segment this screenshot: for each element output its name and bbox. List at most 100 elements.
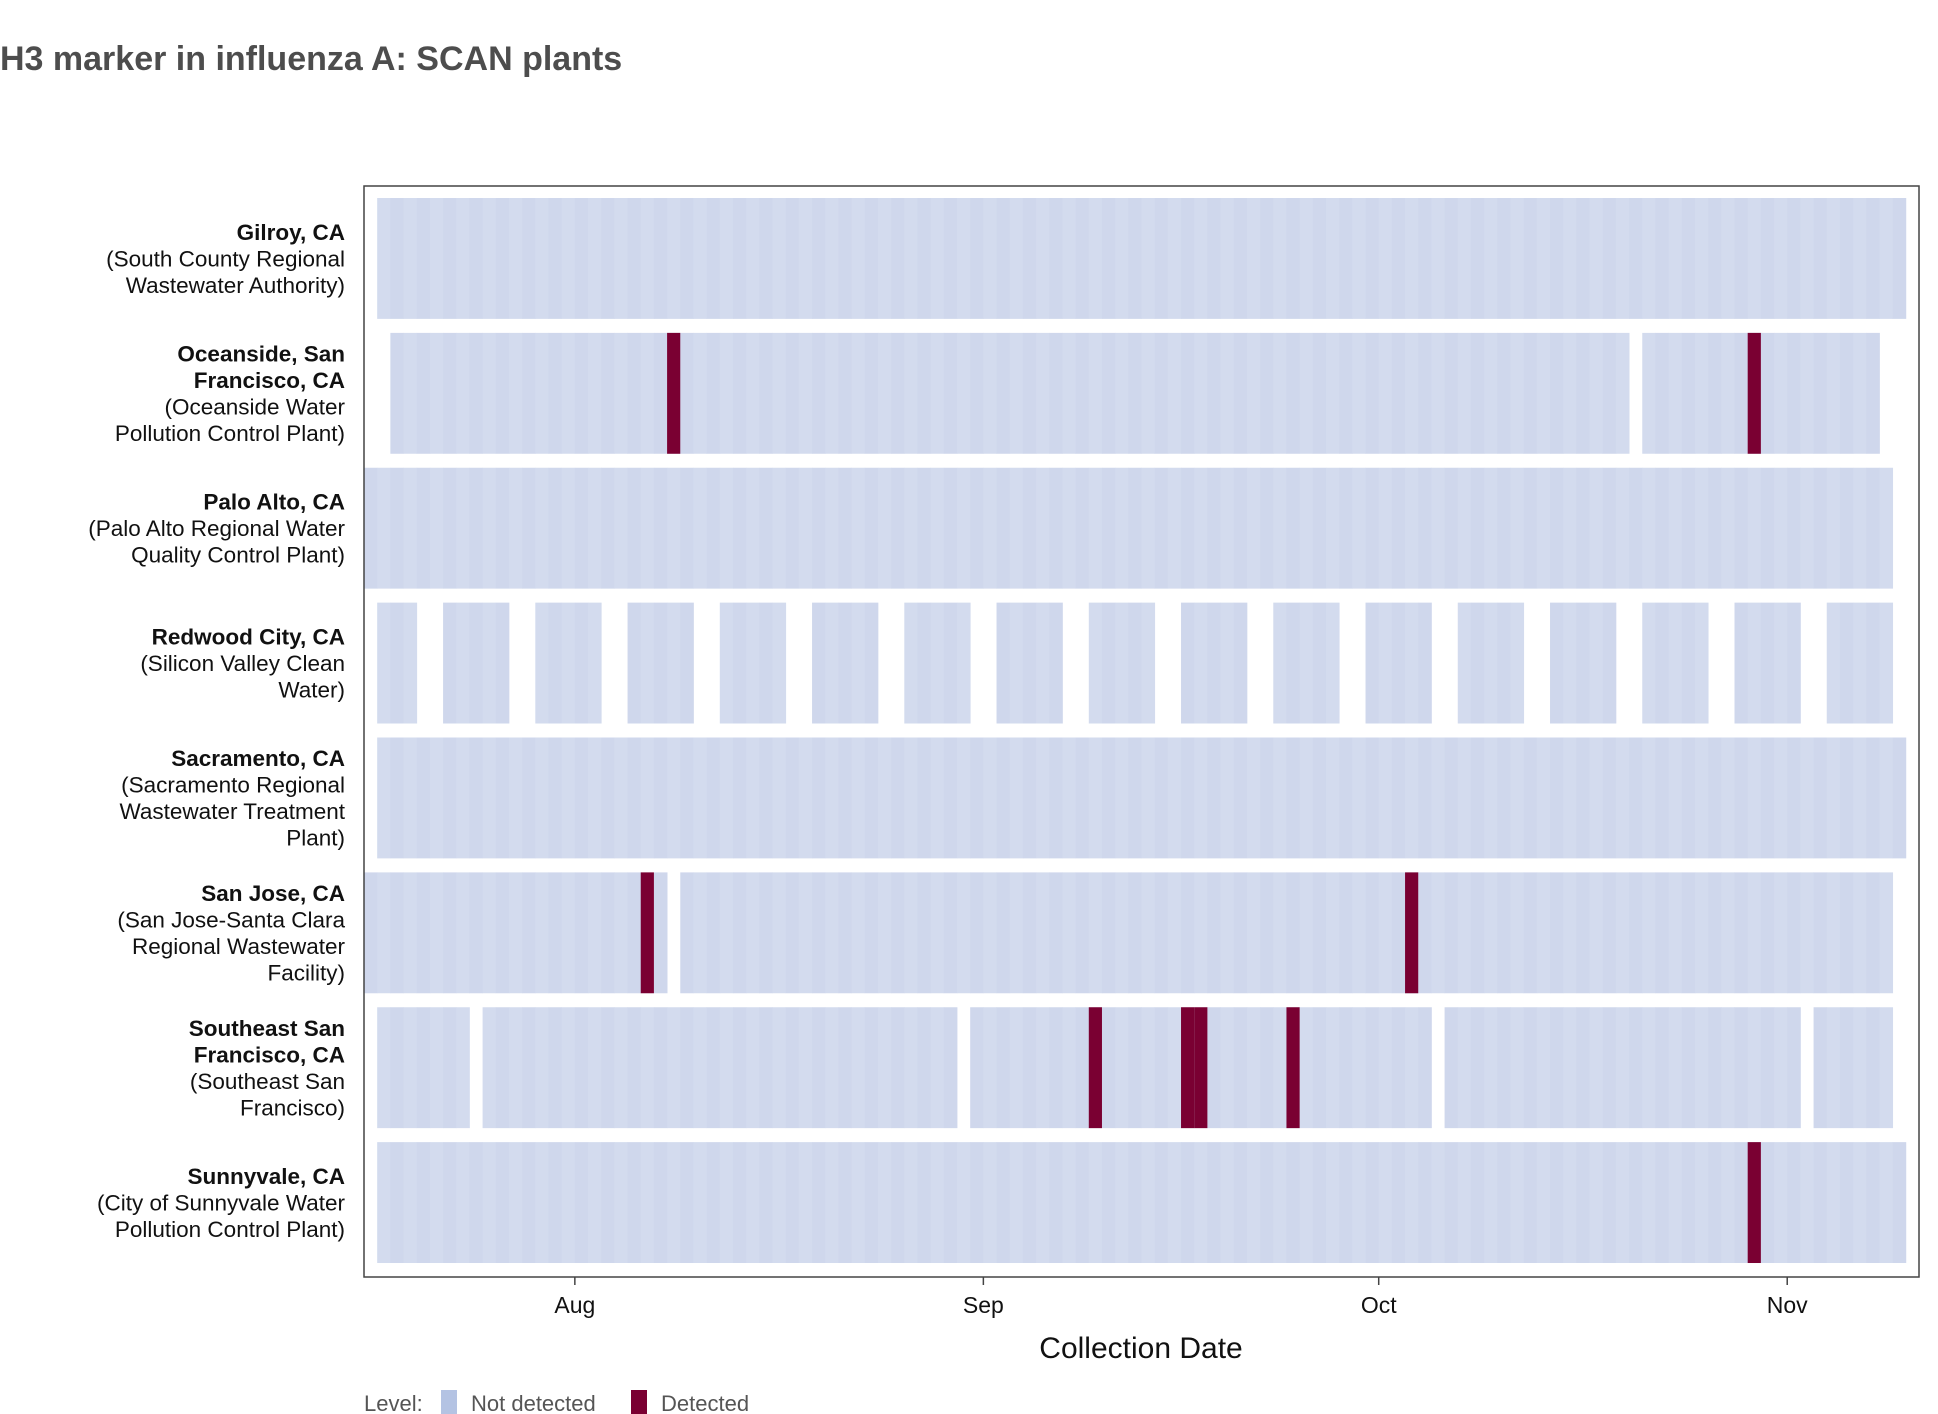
site-description-label: Plant) [286,826,345,851]
not-detected-cell [1615,737,1630,859]
not-detected-cell [825,602,839,724]
not-detected-cell [1115,1142,1129,1264]
not-detected-cell [1220,737,1235,859]
not-detected-cell [1536,1007,1551,1129]
not-detected-cell [1484,737,1498,859]
not-detected-cell [798,198,813,319]
not-detected-cell [1378,737,1393,859]
not-detected-cell [759,1007,773,1129]
not-detected-cell [443,198,457,319]
not-detected-cell [680,198,694,319]
not-detected-cell [1813,1007,1828,1129]
not-detected-cell [535,872,549,994]
not-detected-cell [1563,872,1577,994]
not-detected-cell [1602,332,1617,454]
not-detected-cell [1391,872,1406,994]
not-detected-cell [746,332,760,454]
not-detected-cell [1839,872,1854,994]
not-detected-cell [1510,1142,1525,1264]
not-detected-cell [996,467,1011,589]
not-detected-cell [1431,332,1445,454]
not-detected-cell [1115,602,1129,724]
not-detected-cell [1813,198,1828,319]
not-detected-cell [1049,332,1063,454]
not-detected-cell [746,467,760,589]
not-detected-cell [1405,1007,1419,1129]
not-detected-cell [1115,467,1129,589]
not-detected-cell [680,467,694,589]
not-detected-cell [535,1007,549,1129]
not-detected-cell [1589,872,1604,994]
not-detected-cell [943,467,958,589]
not-detected-cell [1220,1007,1235,1129]
not-detected-cell [1576,198,1590,319]
not-detected-cell [1194,198,1208,319]
site-name-label: Francisco, CA [194,368,345,393]
not-detected-cell [1207,602,1221,724]
not-detected-cell [416,332,431,454]
not-detected-cell [1787,737,1801,859]
not-detected-cell [1181,872,1195,994]
not-detected-cell [627,872,642,994]
not-detected-cell [1470,737,1485,859]
not-detected-cell [548,1007,563,1129]
not-detected-cell [1800,1142,1814,1264]
not-detected-cell [653,872,668,994]
not-detected-cell [759,602,773,724]
not-detected-cell [1694,1142,1709,1264]
not-detected-cell [1088,737,1103,859]
not-detected-cell [970,467,984,589]
not-detected-cell [1022,198,1037,319]
not-detected-cell [891,332,905,454]
not-detected-cell [1497,467,1511,589]
not-detected-cell [1721,1007,1735,1129]
not-detected-cell [1141,872,1156,994]
site-description-label: Facility) [268,961,346,986]
not-detected-cell [640,198,655,319]
not-detected-cell [772,872,787,994]
not-detected-cell [706,1007,721,1129]
not-detected-cell [1563,1142,1577,1264]
not-detected-cell [1536,1142,1551,1264]
not-detected-cell [1510,872,1525,994]
not-detected-cell [943,1007,958,1129]
not-detected-cell [429,198,444,319]
not-detected-cell [1734,1007,1749,1129]
not-detected-cell [957,872,971,994]
not-detected-cell [1734,332,1749,454]
not-detected-cell [1629,198,1643,319]
not-detected-cell [588,332,602,454]
not-detected-cell [1747,467,1762,589]
not-detected-cell [1813,872,1828,994]
not-detected-cell [495,467,510,589]
not-detected-cell [785,198,800,319]
not-detected-cell [1365,198,1380,319]
not-detected-cell [1128,1007,1142,1129]
not-detected-cell [535,198,549,319]
not-detected-cell [706,332,721,454]
not-detected-cell [838,332,852,454]
not-detected-cell [1299,737,1314,859]
not-detected-cell [1101,602,1116,724]
not-detected-cell [1734,602,1749,724]
not-detected-cell [390,1007,404,1129]
not-detected-cell [561,1142,576,1264]
not-detected-cell [1365,1142,1380,1264]
not-detected-cell [957,737,971,859]
not-detected-cell [1615,198,1630,319]
not-detected-cell [1101,1007,1116,1129]
not-detected-cell [640,737,655,859]
not-detected-cell [851,602,866,724]
not-detected-cell [1760,198,1775,319]
not-detected-cell [1694,332,1709,454]
not-detected-cell [1207,1007,1221,1129]
legend-label: Detected [661,1391,749,1414]
not-detected-cell [1444,467,1459,589]
not-detected-cell [429,737,444,859]
not-detected-cell [1405,602,1419,724]
not-detected-cell [456,1007,470,1129]
not-detected-cell [680,872,694,994]
not-detected-cell [1312,332,1327,454]
